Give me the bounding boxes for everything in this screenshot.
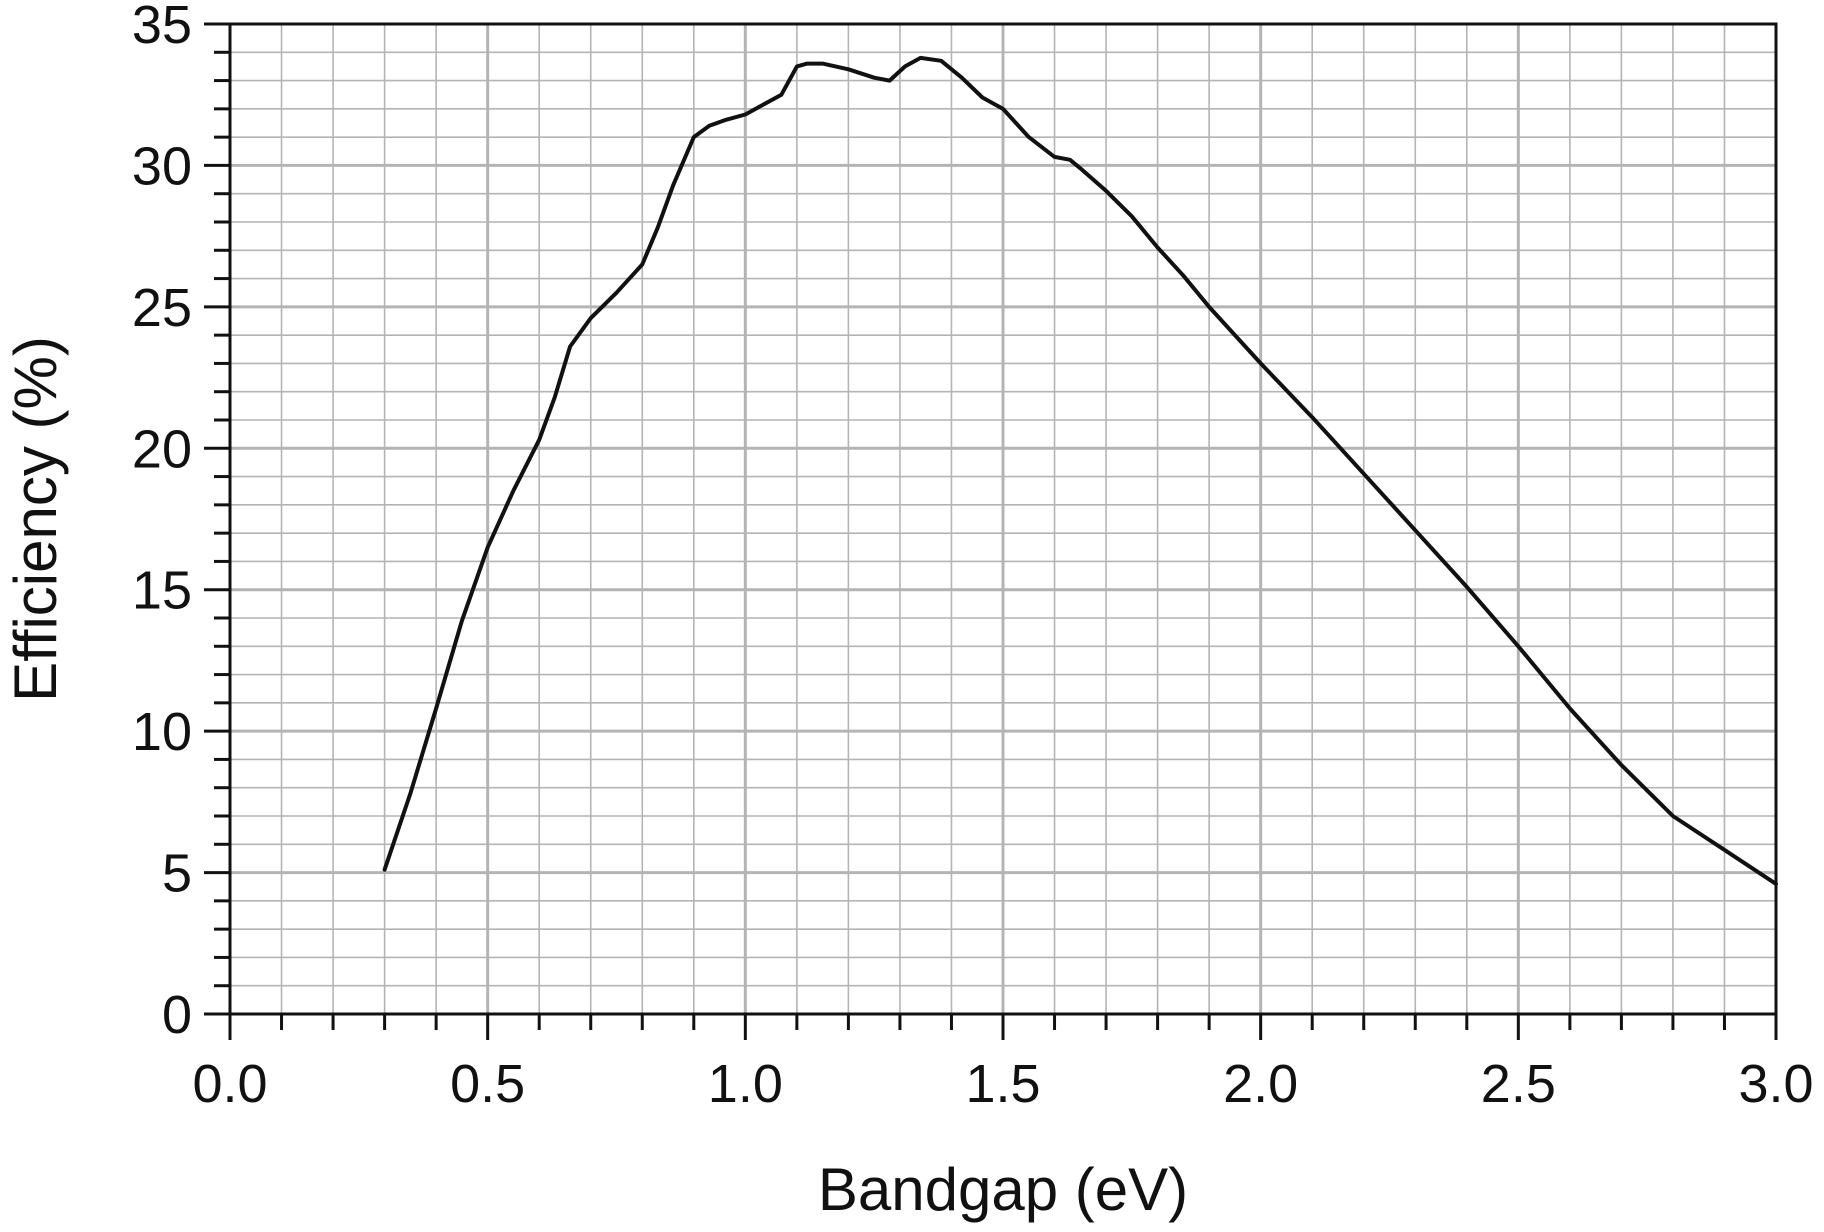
- x-tick-label: 2.5: [1481, 1054, 1556, 1114]
- x-tick-label: 0.5: [450, 1054, 525, 1114]
- grid: [228, 22, 1778, 1016]
- y-tick-label: 15: [132, 561, 192, 621]
- x-tick-label: 3.0: [1738, 1054, 1813, 1114]
- tick-marks: [204, 22, 1778, 1040]
- y-tick-label: 5: [162, 844, 192, 904]
- y-tick-label: 10: [132, 702, 192, 762]
- x-tick-label: 1.0: [708, 1054, 783, 1114]
- y-tick-label: 25: [132, 278, 192, 338]
- y-axis-title: Efficiency (%): [2, 336, 69, 702]
- y-tick-label: 35: [132, 0, 192, 55]
- plot-frame: [228, 22, 1778, 1016]
- x-tick-label: 2.0: [1223, 1054, 1298, 1114]
- y-tick-label: 0: [162, 985, 192, 1045]
- tick-labels: 0.0 0.5 1.0 1.5 2.0 2.5 3.0 0 5 10 15 20 25 30 35: [132, 0, 1814, 1114]
- series-layer: [382, 55, 1778, 886]
- y-tick-label: 20: [132, 419, 192, 479]
- x-tick-label: 1.5: [965, 1054, 1040, 1114]
- x-tick-label: 0.0: [192, 1054, 267, 1114]
- y-tick-label: 30: [132, 136, 192, 196]
- efficiency-curve: [382, 55, 1778, 886]
- x-axis-title: Bandgap (eV): [818, 1156, 1188, 1223]
